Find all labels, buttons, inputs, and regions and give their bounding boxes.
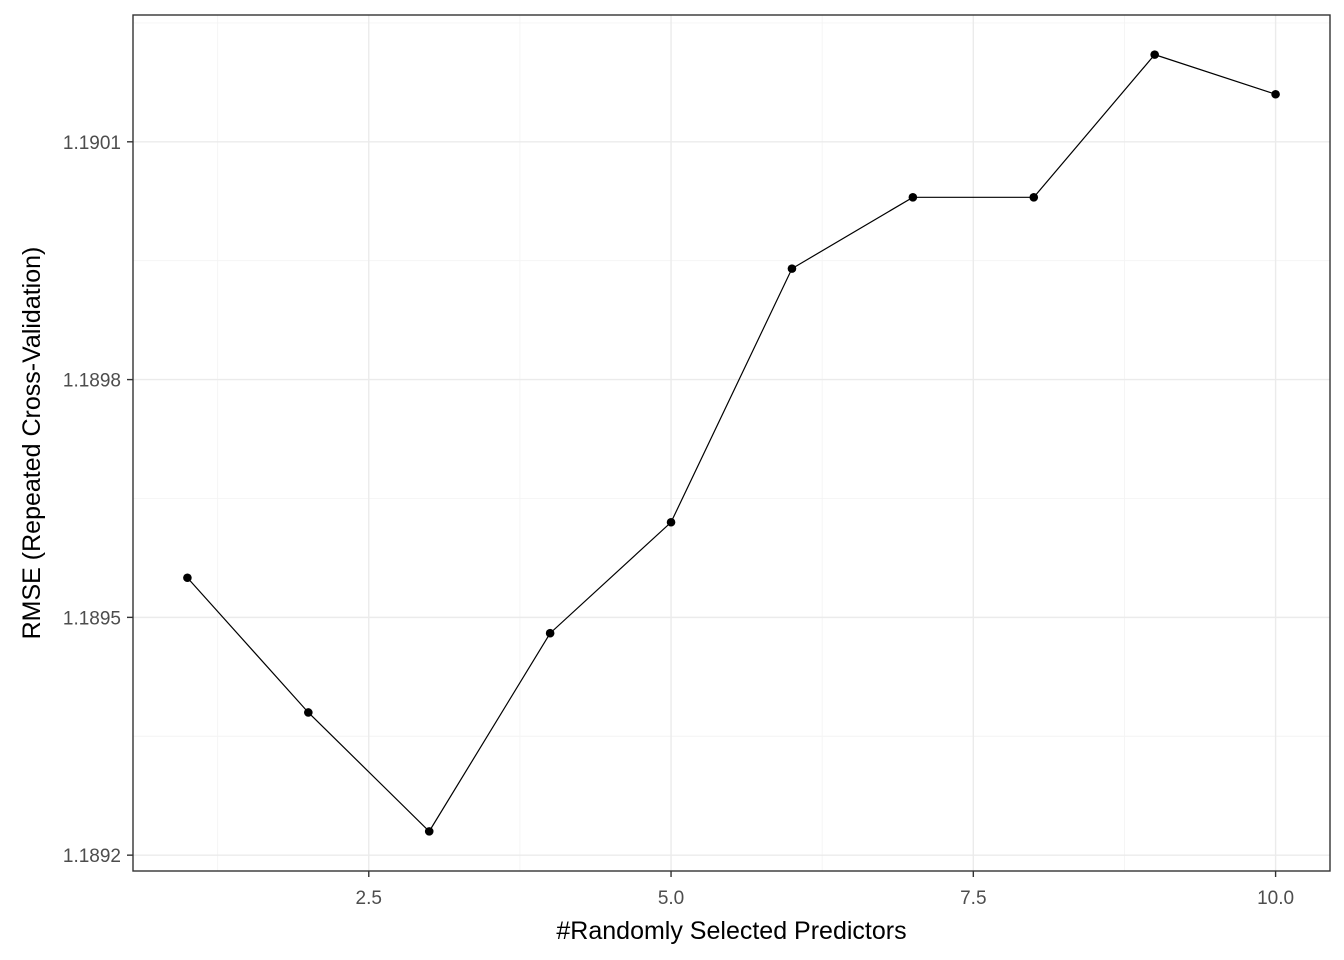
data-point <box>666 517 676 527</box>
x-tick-label: 7.5 <box>960 888 986 909</box>
y-tick-label: 1.1892 <box>63 846 121 867</box>
x-axis: 2.5 5.0 7.5 10.0 <box>356 871 1294 909</box>
data-point <box>424 827 434 836</box>
y-axis: 1.1892 1.1895 1.1898 1.1901 <box>63 133 133 867</box>
plot-panel-border <box>132 14 1331 872</box>
y-axis-title: RMSE (Repeated Cross-Validation) <box>18 247 46 640</box>
data-point <box>1150 50 1159 59</box>
x-axis-title: #Randomly Selected Predictors <box>556 917 906 945</box>
x-tick-label: 5.0 <box>658 888 684 909</box>
series-line <box>186 53 1276 833</box>
data-point <box>908 192 918 202</box>
data-point <box>1029 192 1039 202</box>
x-tick-label: 2.5 <box>356 888 382 909</box>
data-point <box>787 264 797 273</box>
data-point <box>1271 89 1280 99</box>
x-tick-label: 10.0 <box>1257 888 1294 909</box>
data-point <box>545 628 555 638</box>
series-layer <box>183 50 1280 836</box>
y-tick-label: 1.1898 <box>63 371 121 392</box>
data-point <box>304 708 313 717</box>
y-tick-label: 1.1901 <box>63 133 121 154</box>
y-tick-label: 1.1895 <box>63 608 121 629</box>
minor-gridlines <box>133 15 1330 871</box>
data-point <box>183 573 192 583</box>
major-gridlines <box>133 15 1330 871</box>
